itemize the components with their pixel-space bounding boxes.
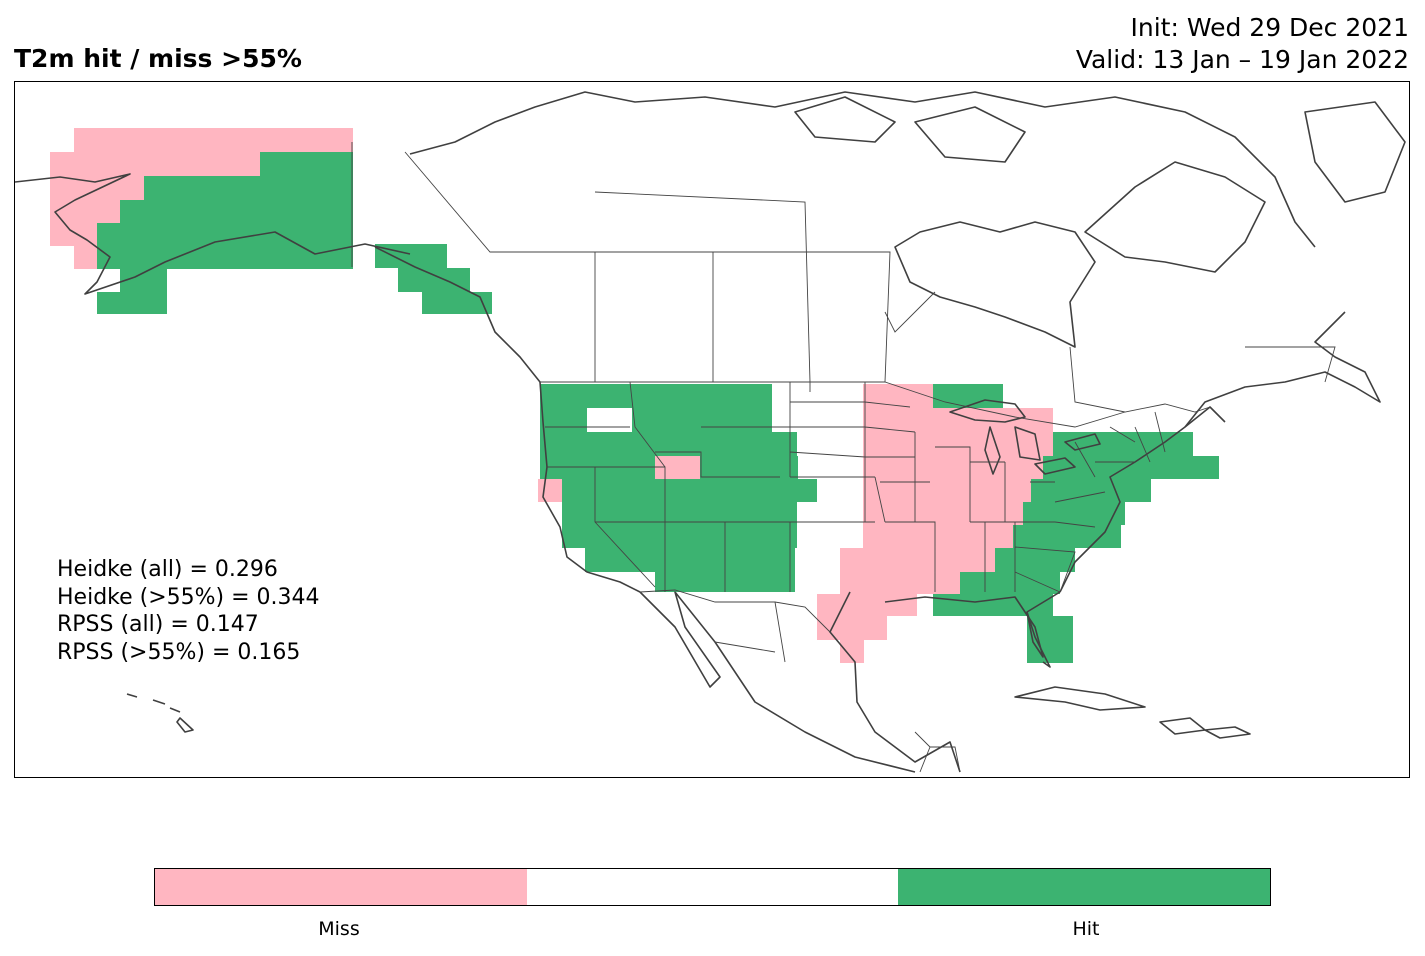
coastline-alaska — [15, 173, 411, 295]
border-us-canada — [540, 381, 1211, 428]
coastline-mexico-pacific — [639, 591, 916, 773]
cell-hit — [120, 200, 353, 223]
cell-miss — [817, 594, 917, 616]
cell-miss — [863, 525, 1013, 548]
borders — [351, 142, 1336, 773]
cell-hit — [1053, 432, 1193, 456]
cell-miss — [863, 432, 1053, 456]
cell-miss — [863, 456, 1043, 479]
cell-hit — [398, 268, 470, 292]
cell-miss — [863, 502, 1023, 525]
border-provinces — [404, 151, 1336, 413]
stat-rpss-all: RPSS (all) = 0.147 — [57, 612, 259, 637]
cell-miss — [840, 572, 935, 594]
coastline-baffin — [1084, 161, 1266, 273]
colorbar-hit — [898, 869, 1271, 905]
colorbar-miss-label: Miss — [318, 918, 360, 940]
colorbar — [154, 868, 1271, 906]
cell-miss — [935, 572, 965, 594]
coastline-us-west — [539, 381, 641, 593]
cell-hit — [562, 502, 797, 525]
colorbar-miss — [155, 869, 527, 905]
cell-hit — [700, 456, 798, 479]
coastline-atlantic-canada — [1184, 311, 1381, 428]
map-panel — [14, 81, 1410, 778]
coastline-arctic — [409, 91, 1316, 248]
cell-hit — [995, 548, 1075, 572]
cell-miss — [538, 479, 562, 502]
border-states — [545, 381, 1166, 593]
cell-hit — [144, 176, 353, 200]
cell-miss — [74, 246, 97, 269]
cell-hit — [540, 456, 655, 479]
coastline-florida — [1026, 611, 1051, 668]
coastline-gulf — [829, 591, 1061, 773]
cell-hit — [540, 408, 587, 432]
cell-hit — [540, 384, 772, 408]
map-title: T2m hit / miss >55% — [14, 44, 302, 73]
cell-miss — [50, 200, 120, 223]
cell-hit — [933, 594, 1053, 616]
cell-miss — [655, 456, 700, 479]
coastline-caribbean — [1014, 686, 1251, 739]
coastlines — [15, 91, 1406, 773]
cell-hit — [960, 572, 1060, 594]
cell-hit — [1031, 479, 1151, 502]
cell-miss — [840, 640, 864, 663]
colorbar-neutral — [526, 869, 899, 905]
cell-miss — [863, 408, 1053, 432]
cell-hit — [933, 384, 1003, 408]
colorbar-hit-label: Hit — [1072, 918, 1100, 940]
cell-hit — [97, 223, 353, 246]
cell-hit — [1027, 616, 1073, 640]
cell-hit — [97, 246, 353, 269]
cell-miss — [955, 548, 995, 572]
cell-hit — [632, 408, 772, 432]
cell-hit — [120, 269, 167, 292]
cell-hit — [1023, 502, 1125, 525]
cell-hit — [562, 479, 817, 502]
cell-miss — [817, 616, 887, 640]
coastline-arctic-islands — [794, 96, 1406, 203]
cell-hit — [562, 525, 797, 548]
stats-panel: Heidke (all) = 0.296 Heidke (>55%) = 0.3… — [57, 556, 320, 666]
valid-date: Valid: 13 Jan – 19 Jan 2022 — [1075, 45, 1409, 74]
cell-hit — [585, 548, 795, 572]
cell-hit — [1013, 525, 1121, 548]
cell-miss — [50, 223, 97, 246]
great-lakes — [949, 399, 1101, 475]
coastline-hawaii — [126, 693, 194, 733]
cell-hit — [1043, 456, 1219, 479]
cell-hit — [260, 152, 353, 176]
coastline-bc — [374, 246, 541, 383]
cell-miss — [840, 548, 955, 572]
stat-rpss-55: RPSS (>55%) = 0.165 — [57, 639, 301, 665]
cell-miss — [50, 176, 144, 200]
cell-miss — [863, 479, 1031, 502]
stat-heidke-55: Heidke (>55%) = 0.344 — [57, 584, 320, 610]
cell-miss — [863, 384, 933, 408]
cell-hit — [97, 292, 167, 314]
border-us-mexico — [639, 589, 831, 633]
cell-hit — [375, 244, 447, 268]
coastline-us-east — [1059, 406, 1226, 593]
coastline-hudson-bay — [894, 221, 1096, 348]
cell-miss — [50, 152, 260, 176]
map-svg — [15, 91, 1406, 773]
cell-hit — [422, 292, 492, 314]
stat-heidke-all: Heidke (all) = 0.296 — [57, 557, 278, 582]
cell-miss — [74, 128, 353, 152]
border-mexico-states — [714, 601, 961, 773]
init-date: Init: Wed 29 Dec 2021 — [1130, 13, 1410, 42]
date-info: Init: Wed 29 Dec 2021 Valid: 13 Jan – 19… — [1076, 12, 1409, 76]
